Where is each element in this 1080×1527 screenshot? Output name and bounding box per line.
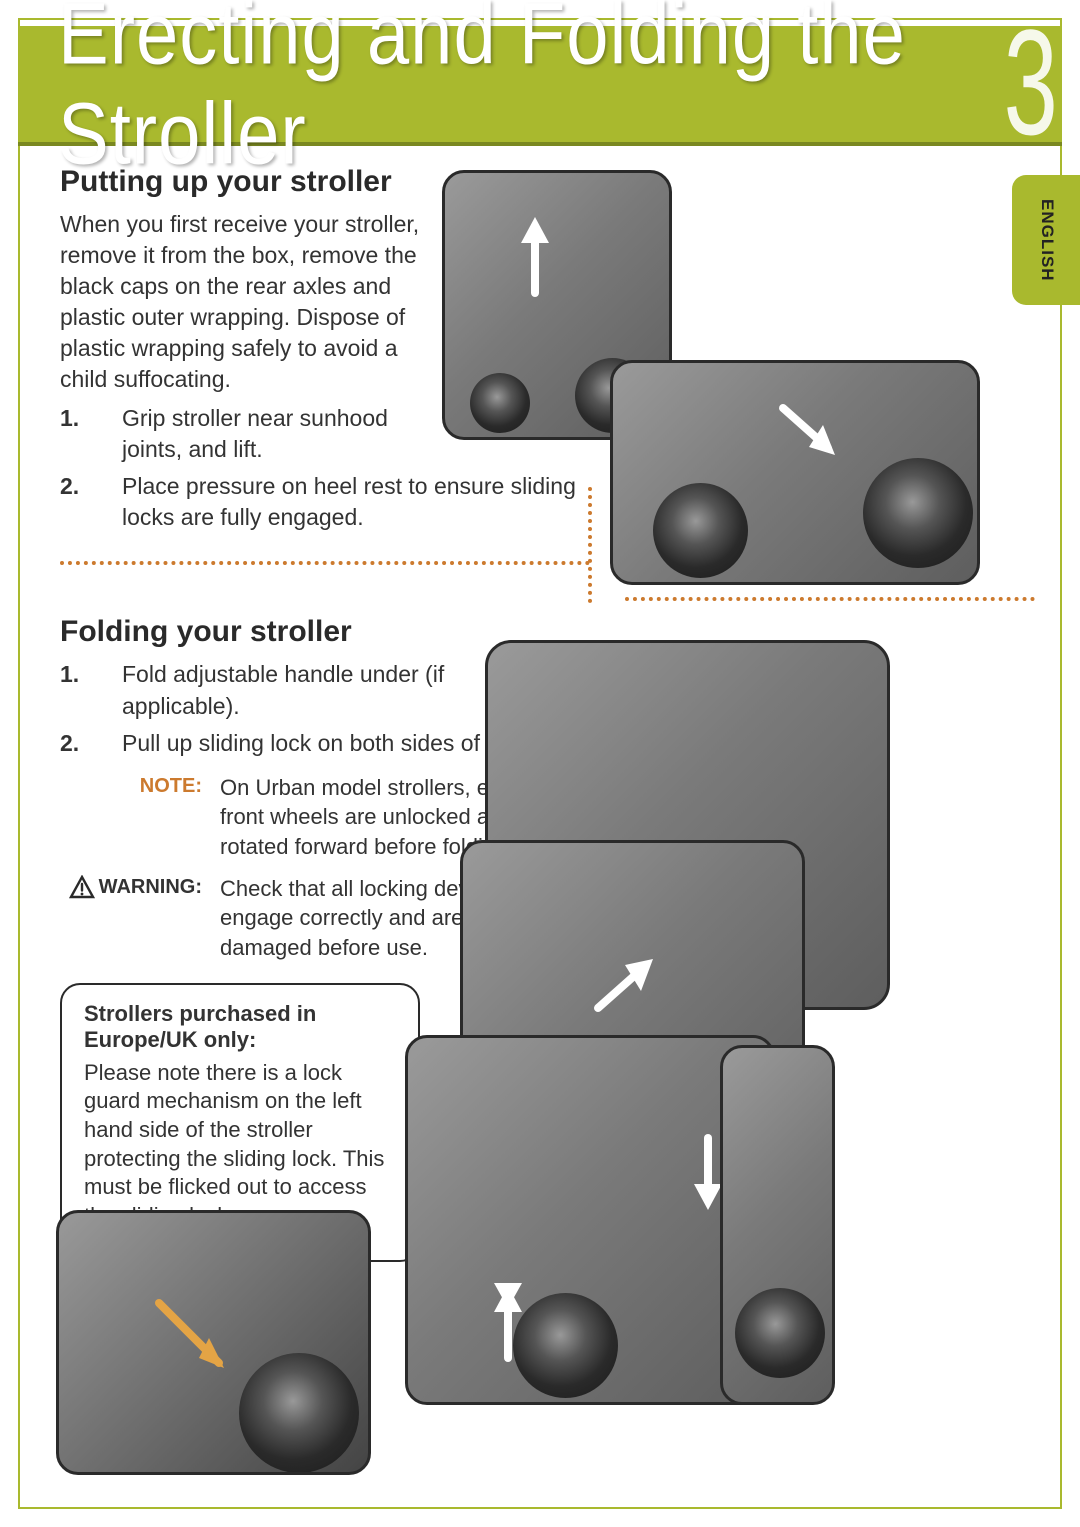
warning-triangle-icon bbox=[69, 875, 95, 899]
divider-dotted bbox=[60, 561, 590, 565]
title-bar: Erecting and Folding the Stroller 3 bbox=[18, 26, 1062, 146]
euro-heading: Strollers purchased in Europe/UK only: bbox=[84, 1001, 396, 1053]
content-area: Putting up your stroller When you first … bbox=[60, 165, 1020, 1487]
figure-folded bbox=[720, 1045, 835, 1405]
step-text: Place pressure on heel rest to ensure sl… bbox=[122, 471, 602, 533]
language-tab: ENGLISH bbox=[1012, 175, 1080, 305]
step-text: Grip stroller near sunhood joints, and l… bbox=[122, 403, 452, 465]
step-number: 1. bbox=[60, 659, 122, 721]
figure-heel-press bbox=[610, 360, 980, 585]
step-number: 2. bbox=[60, 471, 122, 533]
note-label: NOTE: bbox=[60, 773, 220, 862]
warning-label-text: WARNING: bbox=[99, 876, 202, 898]
page-number: 3 bbox=[1003, 0, 1057, 169]
language-label: ENGLISH bbox=[1037, 199, 1057, 282]
step-number: 1. bbox=[60, 403, 122, 465]
warning-label: WARNING: bbox=[60, 874, 220, 963]
europe-uk-callout: Strollers purchased in Europe/UK only: P… bbox=[60, 983, 420, 1263]
step-number: 2. bbox=[60, 728, 122, 759]
figure-euro-lockguard bbox=[56, 1210, 371, 1475]
divider-dotted-right bbox=[625, 597, 1035, 601]
euro-text: Please note there is a lock guard mechan… bbox=[84, 1059, 396, 1231]
page-title: Erecting and Folding the Stroller bbox=[58, 0, 1062, 184]
divider-dotted-vertical bbox=[588, 487, 592, 603]
step-text: Fold adjustable handle under (if applica… bbox=[122, 659, 542, 721]
section1-intro: When you first receive your stroller, re… bbox=[60, 209, 440, 395]
